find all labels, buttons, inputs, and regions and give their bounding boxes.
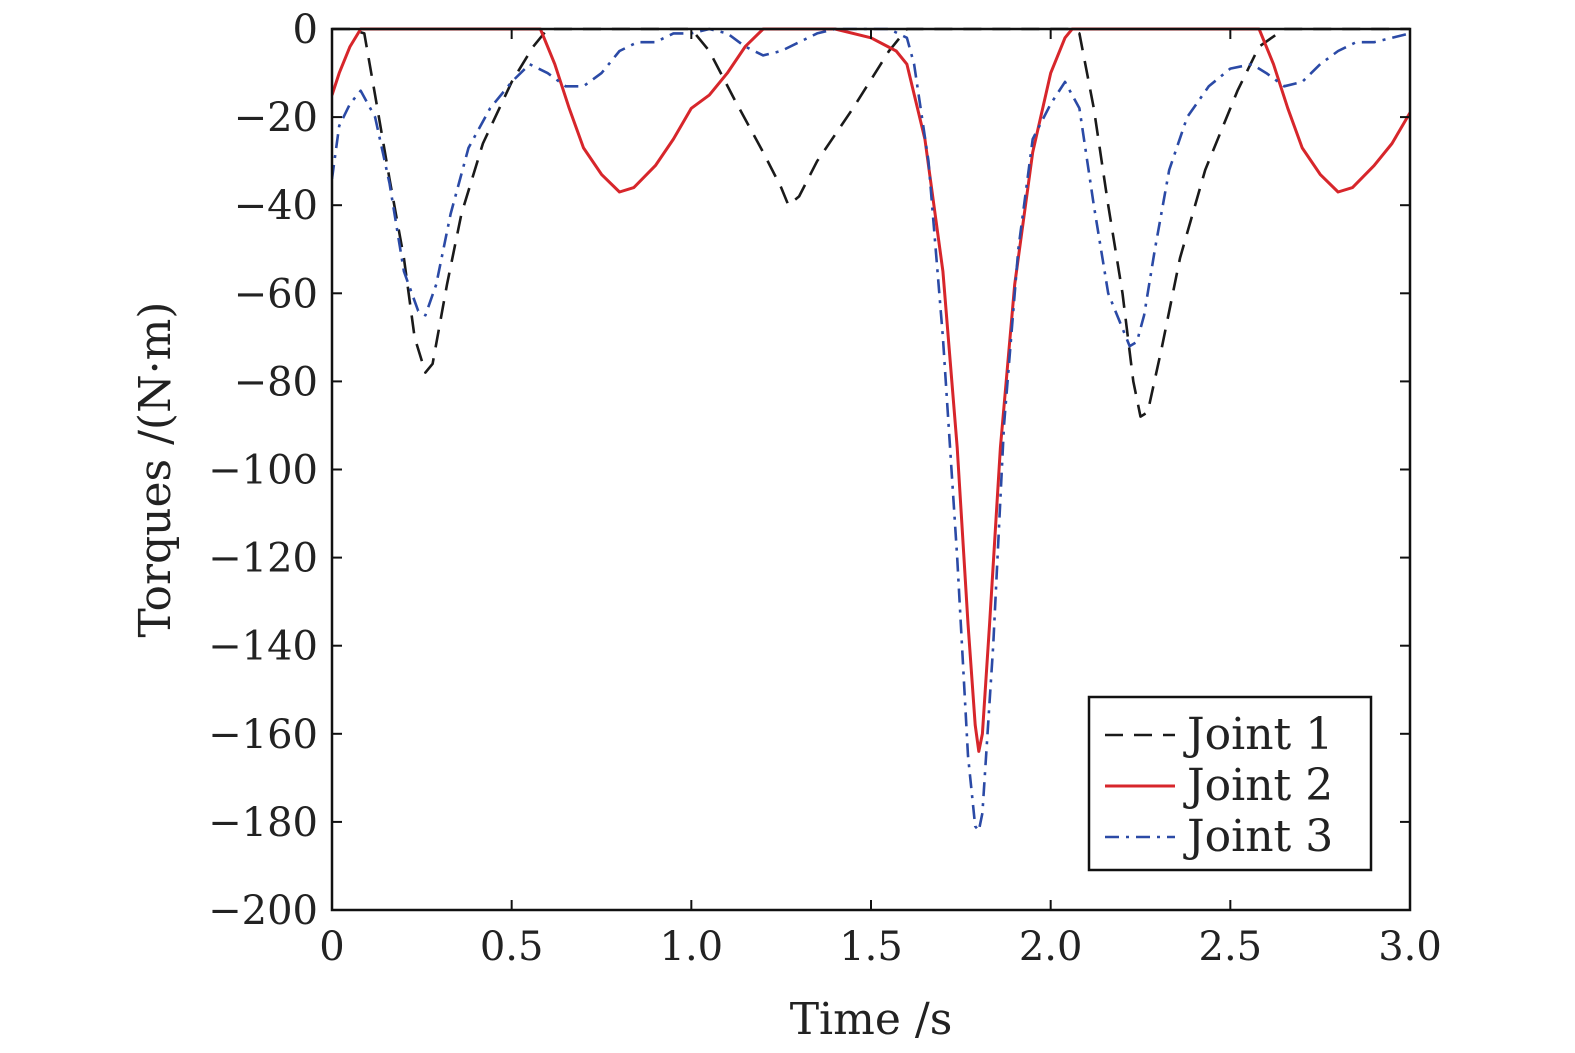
x-tick-label: 2.5 [1199,924,1263,970]
x-tick-label: 0.5 [480,924,544,970]
y-tick-label: −160 [208,712,318,758]
legend-label-joint-3: Joint 3 [1183,811,1333,862]
legend-label-joint-2: Joint 2 [1183,760,1333,811]
y-tick-label: −20 [234,95,318,141]
axis-ticks [331,28,1411,911]
legend-label-joint-1: Joint 1 [1183,709,1333,760]
tick-labels: 0 0.5 1.0 1.5 2.0 2.5 3.0 0 −20 −40 −60 −80 −100 −120… [208,7,1442,970]
series-lines [332,27,1410,833]
y-tick-label: −200 [208,888,318,934]
x-axis-title: Time /s [790,994,953,1045]
x-tick-label: 1.0 [660,924,724,970]
y-tick-label: −80 [234,359,318,405]
y-tick-label: −180 [208,800,318,846]
series-line-joint-1 [332,27,1410,418]
y-axis-title: Torques /(N·m) [130,302,181,638]
x-tick-label: 1.5 [839,924,903,970]
legend-box [1087,695,1373,872]
y-tick-label: 0 [293,7,318,53]
series-line-joint-3 [332,27,1410,833]
y-tick-label: −100 [208,448,318,494]
x-tick-label: 2.0 [1019,924,1083,970]
series-line-joint-2 [332,27,1410,753]
x-tick-label: 0 [319,924,344,970]
x-tick-label: 3.0 [1378,924,1442,970]
y-tick-label: −60 [234,271,318,317]
y-tick-label: −40 [234,183,318,229]
y-tick-label: −120 [208,536,318,582]
y-tick-label: −140 [208,624,318,670]
